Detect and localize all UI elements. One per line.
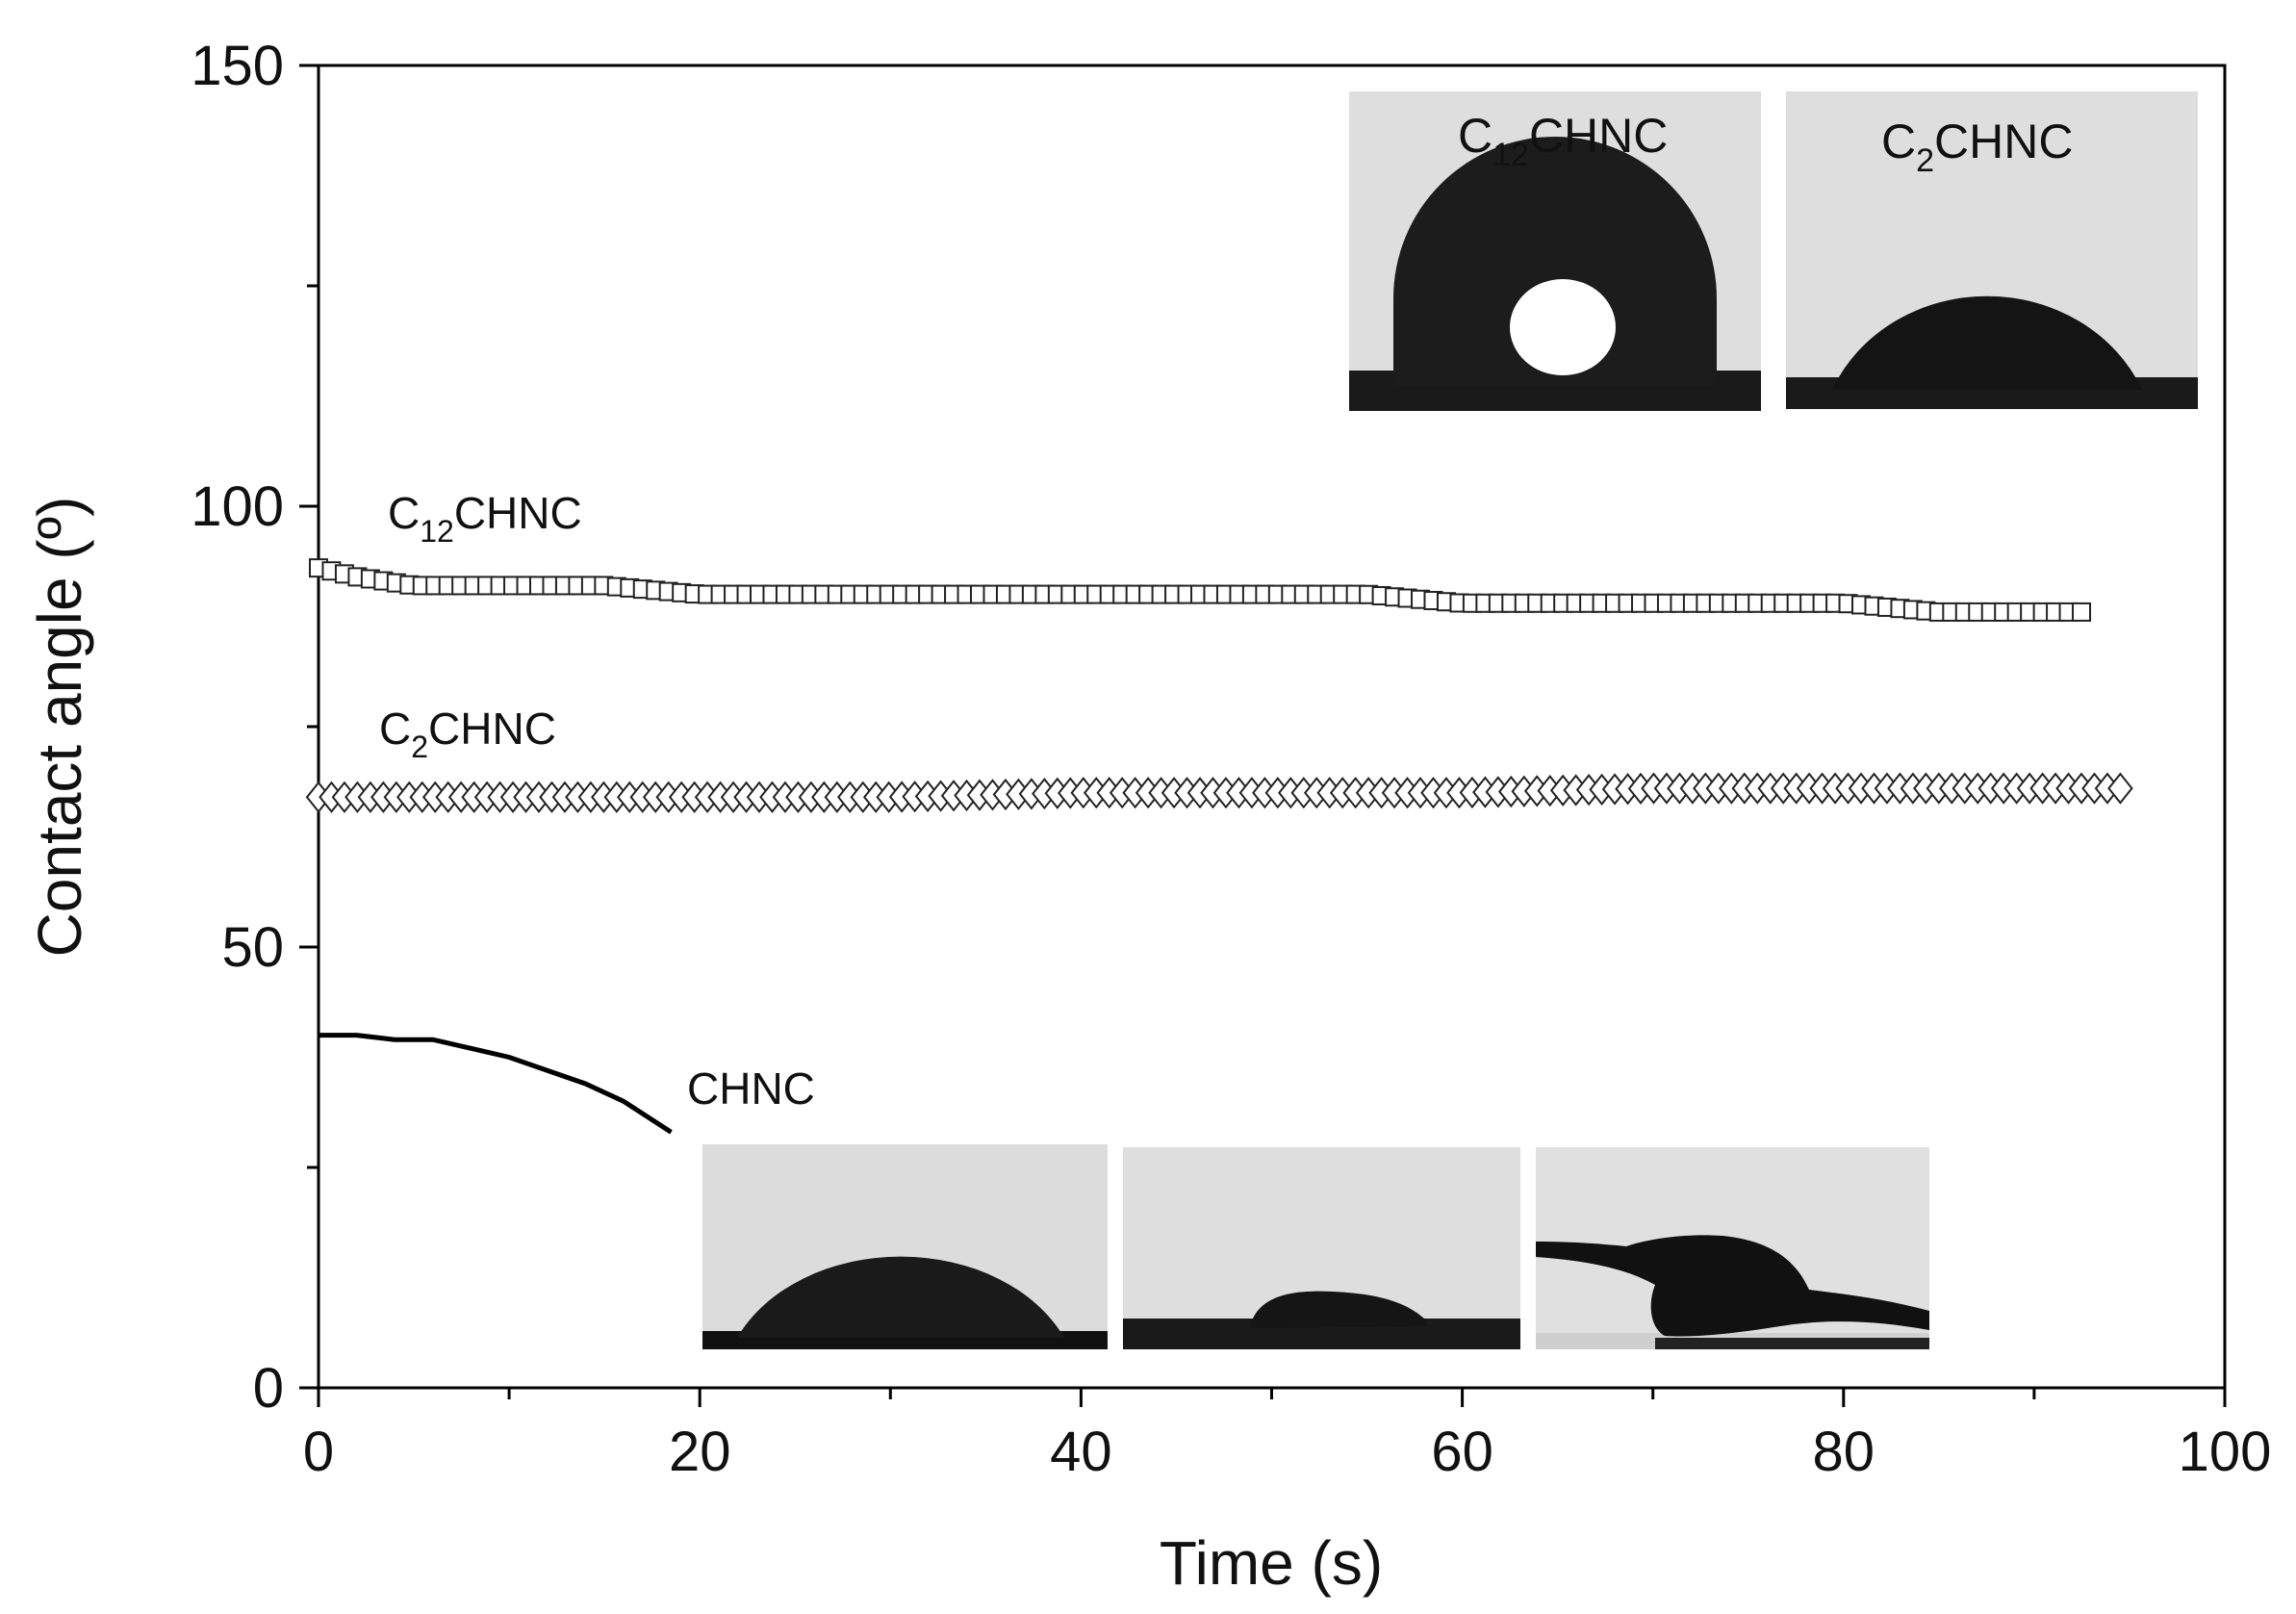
x-tick-label: 100 — [2179, 1421, 2272, 1483]
y-tick-label: 100 — [191, 475, 284, 538]
series-label-chnc: CHNC — [687, 1063, 815, 1114]
inset-label-c12chnc: C12CHNC — [1458, 109, 1668, 173]
series-label-c12chnc: C12CHNC — [388, 488, 582, 549]
inset-photo-chnc-early — [702, 1144, 1108, 1349]
y-tick-label: 50 — [221, 916, 284, 979]
x-tick-label: 40 — [1050, 1421, 1112, 1483]
x-tick-label: 0 — [303, 1421, 334, 1483]
axis-ticks — [299, 64, 2227, 1407]
y-axis-title: Contact angle (º) — [25, 497, 94, 958]
x-tick-label: 80 — [1813, 1421, 1875, 1483]
inset-photo-c2chnc: C2CHNC — [1786, 91, 2198, 409]
y-tick-label: 150 — [191, 35, 284, 97]
c2chnc-point — [2107, 772, 2133, 805]
series-c12chnc — [309, 558, 2092, 622]
inset-photo-c12chnc: C12CHNC — [1349, 91, 1761, 411]
inset-photo-chnc-late — [1536, 1147, 1929, 1349]
x-tick-label: 60 — [1431, 1421, 1493, 1483]
inset-label-c2chnc: C2CHNC — [1881, 115, 2073, 179]
x-tick-labels: 0 20 40 60 80 100 — [303, 1421, 2272, 1483]
series-chnc — [319, 1033, 673, 1135]
y-tick-labels: 0 50 100 150 — [191, 35, 284, 1420]
chnc-line — [319, 1033, 673, 1135]
inset-photo-chnc-mid — [1123, 1147, 1520, 1349]
y-tick-label: 0 — [253, 1357, 284, 1420]
x-tick-label: 20 — [669, 1421, 731, 1483]
x-axis-title: Time (s) — [1160, 1528, 1383, 1598]
c12chnc-point — [2072, 602, 2092, 622]
series-label-c2chnc: C2CHNC — [379, 704, 556, 764]
series-c2chnc — [305, 772, 2133, 813]
